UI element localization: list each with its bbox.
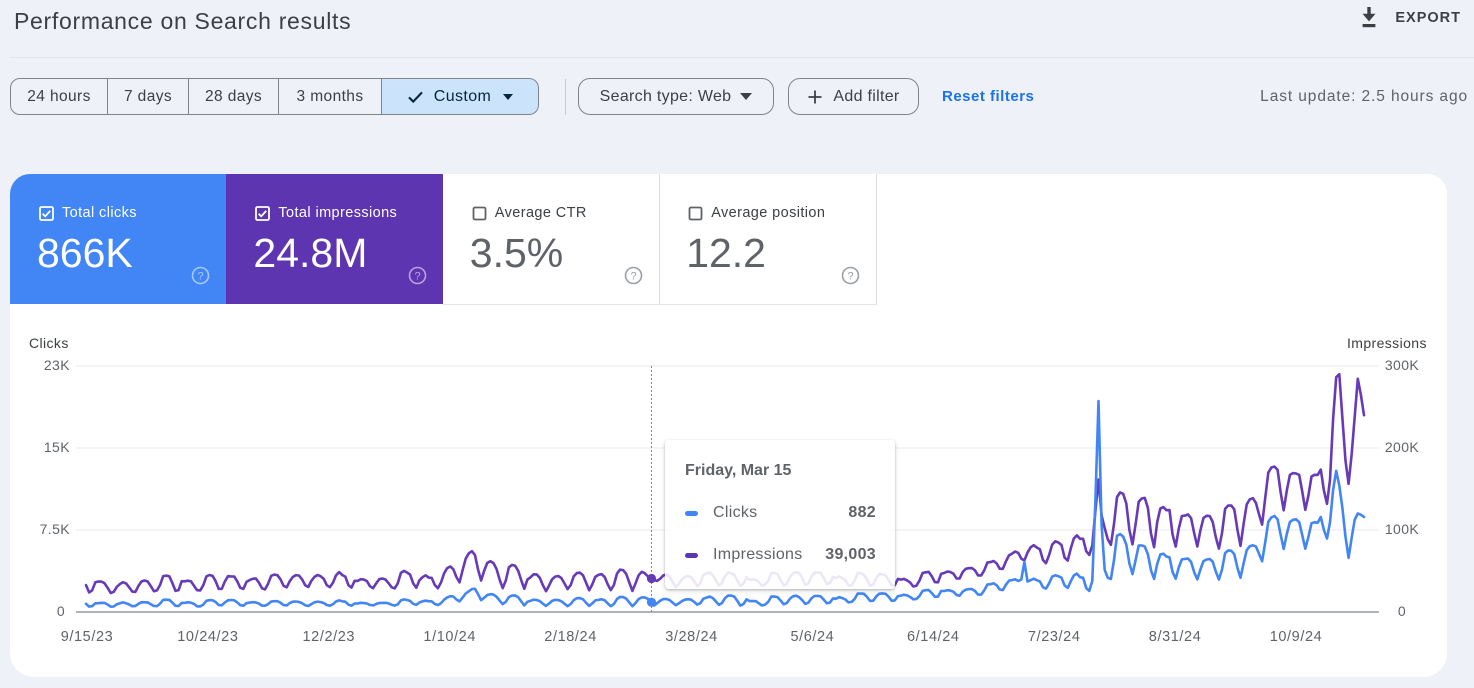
svg-text:?: ? xyxy=(631,270,637,282)
svg-text:?: ? xyxy=(847,270,853,282)
svg-text:?: ? xyxy=(414,270,420,282)
svg-text:?: ? xyxy=(198,270,204,282)
